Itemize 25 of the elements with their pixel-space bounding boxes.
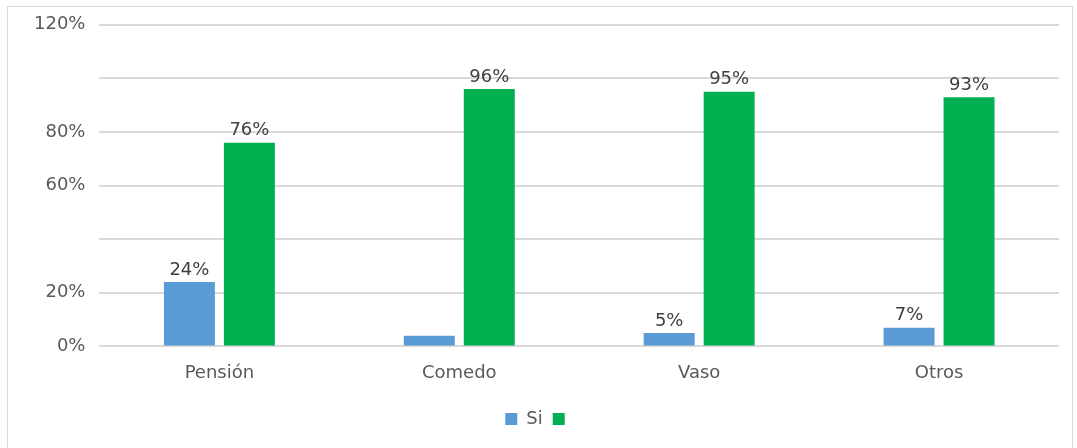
bar — [703, 91, 755, 346]
bar — [883, 327, 935, 346]
data-label: 96% — [469, 64, 510, 86]
data-label: 76% — [229, 118, 270, 140]
x-tick-label: Otros — [914, 360, 964, 382]
bar — [223, 142, 275, 346]
data-label: 95% — [709, 67, 750, 89]
x-tick-label: Comedo — [421, 360, 497, 382]
data-label: 93% — [949, 72, 990, 94]
x-tick-label: Vaso — [678, 360, 721, 382]
x-tick-label: Pensión — [184, 360, 255, 382]
y-tick-label: 80% — [45, 119, 86, 141]
data-label: 7% — [894, 303, 924, 325]
y-tick-label: 60% — [45, 173, 86, 195]
bar — [943, 97, 995, 346]
y-tick-label: 120% — [33, 12, 86, 34]
y-tick-label: 0% — [56, 334, 86, 356]
y-tick-label: 20% — [45, 280, 86, 302]
bar — [463, 89, 515, 346]
bar — [163, 282, 215, 346]
data-label: 24% — [169, 257, 210, 279]
legend-label: Si — [526, 406, 543, 428]
bar — [403, 335, 455, 346]
data-label: 5% — [654, 308, 684, 330]
bar — [643, 333, 695, 346]
